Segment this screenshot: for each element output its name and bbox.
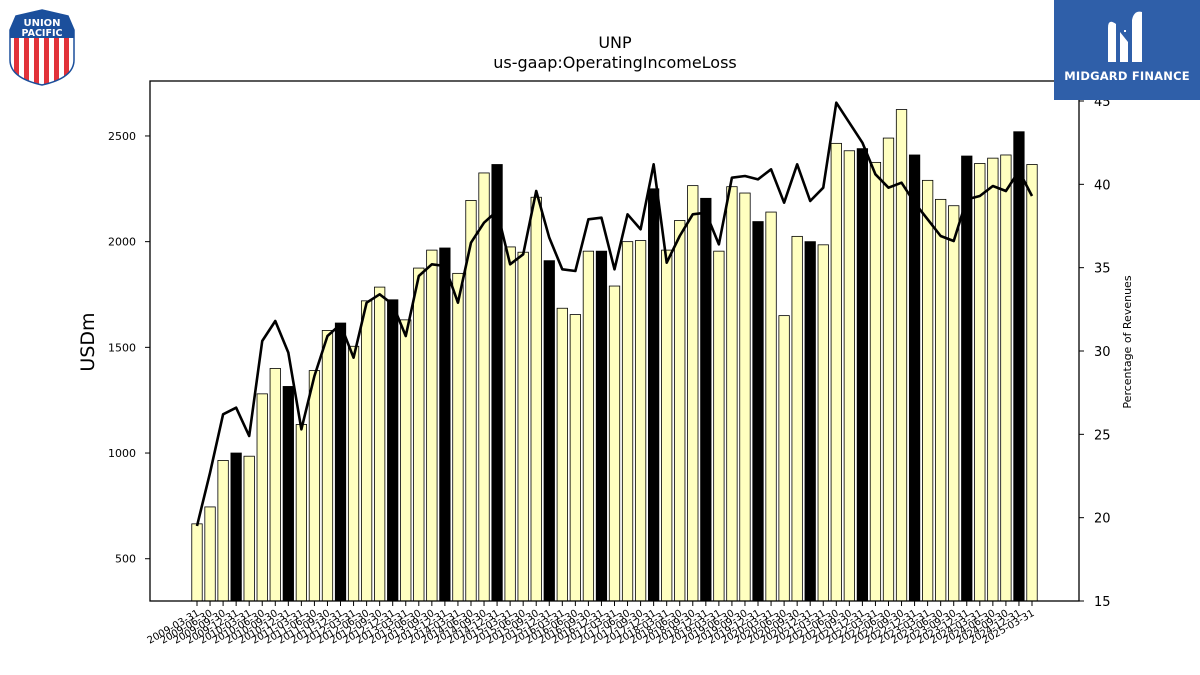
bar — [674, 220, 686, 602]
y-tick-label: 2500 — [108, 130, 136, 143]
bar — [426, 249, 438, 602]
bar — [517, 251, 529, 602]
bar — [700, 197, 712, 602]
bar — [791, 235, 803, 602]
bar — [726, 186, 738, 602]
x-axis: 2009-03-312009-06-302009-09-302009-12-31… — [146, 601, 1037, 647]
y-tick-label: 1000 — [108, 447, 136, 460]
y2-tick-label: 35 — [1094, 262, 1111, 277]
bar — [882, 137, 895, 602]
bar — [817, 244, 829, 602]
bar — [1013, 131, 1025, 602]
bar — [922, 179, 934, 602]
bar — [739, 192, 751, 602]
bar — [621, 241, 634, 602]
bar — [204, 506, 216, 602]
y-tick-label: 500 — [115, 553, 136, 566]
y2-axis-label: Percentage of Revenues — [1121, 275, 1134, 408]
bar — [478, 172, 490, 602]
y2-tick-label: 25 — [1094, 428, 1111, 443]
bar — [948, 205, 960, 602]
bar — [334, 322, 347, 602]
bar — [687, 185, 699, 602]
bar — [504, 246, 516, 602]
bar — [452, 272, 464, 602]
bar — [569, 314, 581, 602]
bar — [308, 370, 321, 602]
bar-series — [191, 109, 1038, 602]
chart-title: UNP — [598, 33, 632, 52]
bar — [961, 155, 973, 602]
bar — [804, 241, 816, 602]
bar — [269, 368, 281, 602]
bar — [439, 247, 451, 602]
logo-text-midgard: MIDGARD FINANCE — [1064, 69, 1190, 83]
bar — [974, 163, 986, 602]
y2-tick-label: 20 — [1094, 512, 1111, 527]
bar — [1000, 154, 1012, 602]
y2-tick-label: 40 — [1094, 178, 1111, 193]
bar — [282, 386, 294, 602]
bar — [908, 154, 921, 602]
bar — [869, 161, 882, 602]
chart-subtitle: us-gaap:OperatingIncomeLoss — [493, 53, 737, 72]
bar — [843, 150, 855, 602]
bar — [648, 188, 660, 602]
bar — [608, 285, 621, 602]
bar — [321, 330, 334, 602]
y-tick-label: 2000 — [108, 236, 136, 249]
line-series-group — [195, 101, 1034, 527]
midgard-mark-icon — [1108, 11, 1142, 62]
bar — [360, 300, 373, 602]
y-axis-label: USDm — [77, 312, 99, 371]
bar — [935, 198, 947, 602]
bar — [243, 455, 255, 602]
bar — [634, 240, 647, 602]
y2-tick-label: 15 — [1094, 595, 1111, 610]
bar — [778, 315, 790, 602]
logo-text-pacific: PACIFIC — [22, 28, 63, 39]
bar — [191, 523, 203, 602]
left-axis: 500 1000 1500 2000 2500 — [108, 130, 150, 566]
bar — [856, 148, 869, 602]
bar — [400, 319, 412, 602]
bar — [1026, 164, 1038, 602]
bar — [661, 249, 673, 602]
y-tick-label: 1500 — [108, 341, 136, 354]
bar — [582, 250, 595, 602]
union-pacific-logo: UNION PACIFIC — [6, 8, 78, 86]
bar — [752, 221, 764, 602]
bar — [543, 260, 555, 602]
bar — [413, 267, 425, 602]
logo-text-union: UNION — [23, 18, 60, 29]
bar — [374, 286, 386, 602]
bar — [556, 307, 568, 602]
bar — [230, 452, 242, 602]
bar — [256, 393, 268, 602]
bar — [765, 211, 777, 602]
bar — [595, 250, 608, 602]
bar — [713, 250, 725, 602]
bar — [530, 196, 542, 602]
bar — [347, 345, 360, 602]
bar — [387, 299, 399, 602]
midgard-finance-logo: MIDGARD FINANCE — [1054, 0, 1200, 100]
y2-tick-label: 30 — [1094, 345, 1111, 360]
bar — [217, 460, 229, 602]
bar — [295, 424, 308, 602]
bar — [830, 142, 842, 602]
percentage-line — [195, 101, 1034, 527]
bar — [987, 157, 999, 602]
